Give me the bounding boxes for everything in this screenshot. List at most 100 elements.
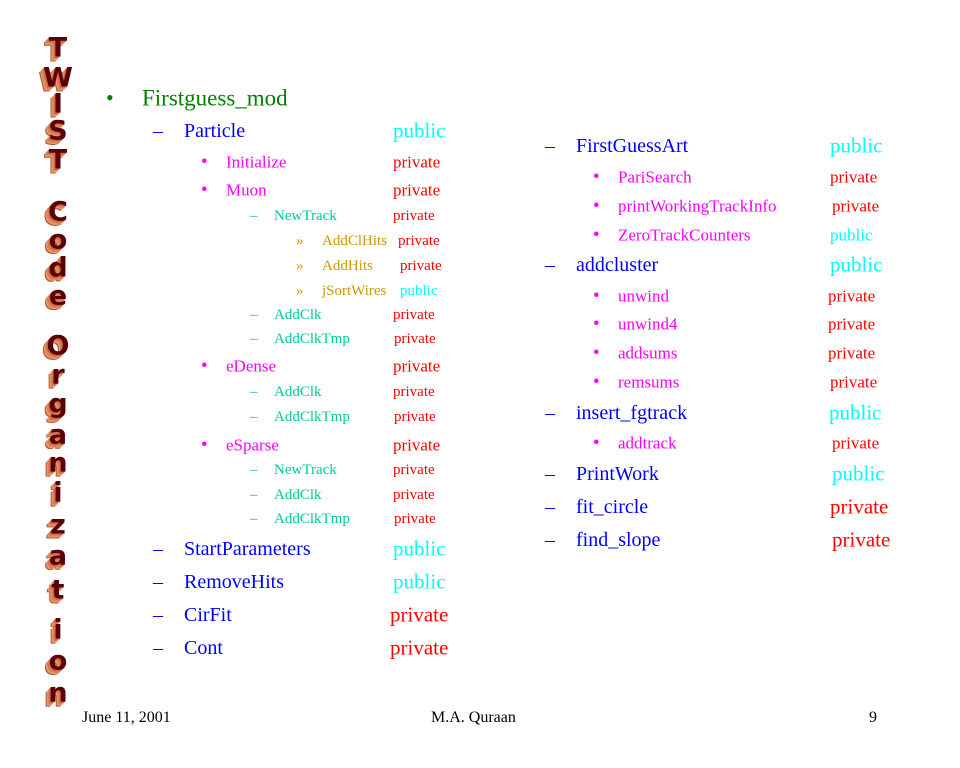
wordart-letter: e [48,280,68,312]
outline-item-label: AddClkTmp [274,510,350,527]
top-bullet-marker: • [106,84,114,110]
outline-item-status: private [832,433,880,453]
outline-item-marker: • [593,166,600,188]
outline-item-marker: – [545,496,555,518]
outline-item-status: public [832,461,885,486]
outline-item-marker: » [296,257,304,274]
outline-item-marker: – [153,120,163,142]
outline-item-marker: – [153,571,163,593]
outline-item-label: eDense [226,356,277,376]
outline-item-status: private [393,461,435,478]
footer-author: M.A. Quraan [431,709,516,727]
wordart-letter: t [51,574,65,606]
outline-item-label: printWorkingTrackInfo [618,196,777,216]
outline-item-label: unwind4 [618,314,678,334]
outline-item-status: public [393,118,446,143]
outline-item-marker: – [545,463,555,485]
outline-item-marker: » [296,232,304,249]
outline-item-marker: – [545,135,555,157]
outline-item-marker: • [593,224,600,246]
outline-item-status: public [830,133,883,158]
outline-item-status: private [394,510,436,527]
wordart-letter: i [53,614,63,646]
wordart-letter: n [48,447,68,479]
wordart-letter: a [48,540,68,572]
wordart-letter: d [48,252,68,284]
outline-item-label: AddClkTmp [274,330,350,347]
outline-item-marker: – [250,510,258,527]
outline-item-label: AddHits [322,257,373,274]
module-title: Firstguess_mod [142,85,288,111]
outline-item-label: NewTrack [274,207,337,224]
outline-item-label: AddClHits [322,232,388,249]
wordart-letter: o [48,224,68,256]
wordart-letter: T [48,144,68,176]
outline-item-label: PariSearch [618,167,692,187]
outline-item-label: StartParameters [184,538,311,560]
outline-item-marker: • [201,434,208,456]
outline-item-status: private [393,486,435,503]
outline-item-marker: – [250,383,258,400]
wordart-letter: i [53,477,63,509]
wordart-letter: z [50,509,66,541]
outline-item-status: private [828,286,876,306]
outline-item-label: eSparse [226,435,279,455]
outline-item-marker: » [296,282,304,299]
outline-item-status: private [830,167,878,187]
outline-item-label: insert_fgtrack [576,402,688,424]
outline-item-status: private [828,314,876,334]
outline-item-status: private [393,383,435,400]
outline-item-label: find_slope [576,529,661,551]
outline-item-status: public [393,536,446,561]
outline-item-marker: – [250,306,258,323]
outline-item-label: CirFit [184,604,232,626]
outline-item-status: private [390,635,449,660]
outline-item-marker: – [250,330,258,347]
outline-item-marker: • [593,432,600,454]
outline-item-status: private [832,527,891,552]
footer-page-number: 9 [869,709,877,727]
outline-item-marker: • [593,371,600,393]
outline-item-status: private [830,494,889,519]
outline-item-status: private [394,408,436,425]
outline-item-marker: • [201,151,208,173]
outline-item-marker: • [593,195,600,217]
wordart-letter: r [51,359,65,391]
outline-item-status: private [393,306,435,323]
outline-item-label: NewTrack [274,461,337,478]
outline-item-status: private [400,257,442,274]
outline-item-label: AddClk [274,383,322,400]
outline-item-status: private [393,356,441,376]
outline-item-status: public [829,400,882,425]
wordart-letter: W [43,62,73,94]
outline-item-label: Cont [184,637,223,659]
outline-item-status: public [830,252,883,277]
outline-item-marker: – [250,207,258,224]
outline-item-marker: • [201,179,208,201]
outline-item-label: ZeroTrackCounters [618,225,751,245]
wordart-letter: O [46,330,70,362]
outline-item-marker: – [250,486,258,503]
outline-item-status: public [830,225,873,245]
outline-item-marker: • [201,355,208,377]
outline-item-status: private [828,343,876,363]
outline-item-label: Particle [184,120,246,142]
outline-item-label: Initialize [226,152,287,172]
outline-item-label: AddClk [274,486,322,503]
outline-item-marker: • [593,342,600,364]
outline-item-status: private [830,372,878,392]
outline-item-status: public [393,569,446,594]
wordart-letter: a [48,419,68,451]
outline-item-label: AddClkTmp [274,408,350,425]
wordart-letter: C [48,196,68,228]
outline-item-marker: – [250,408,258,425]
wordart-letter: S [48,115,68,147]
wordart-letter: g [48,388,68,420]
outline-item-marker: • [593,285,600,307]
wordart-letter: o [48,645,68,677]
outline-item-label: Muon [226,180,267,200]
outline-item-status: private [393,207,435,224]
outline-item-label: addtrack [618,433,677,453]
outline-item-label: jSortWires [322,282,387,299]
